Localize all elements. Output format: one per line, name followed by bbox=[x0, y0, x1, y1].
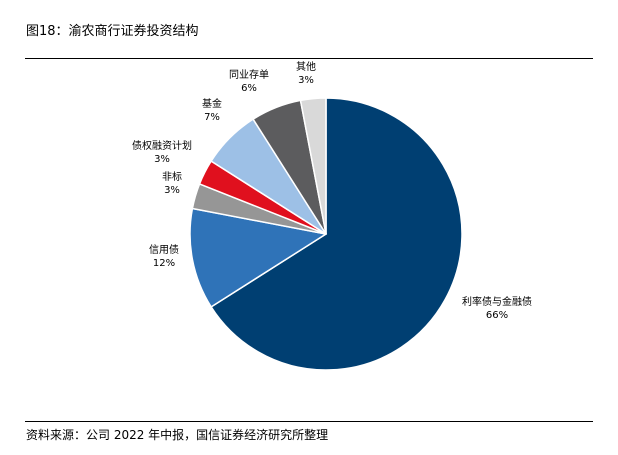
slice-value-label-3: 3% bbox=[164, 185, 180, 196]
slice-value-label-2: 12% bbox=[153, 258, 175, 269]
slice-label-2: 信用债 bbox=[149, 243, 179, 256]
slice-value-label-5: 7% bbox=[204, 112, 220, 123]
slice-label-6: 同业存单 bbox=[229, 68, 269, 81]
pie-slice-2 bbox=[189, 207, 327, 308]
source-divider bbox=[25, 421, 593, 422]
slice-label-4: 债权融资计划 bbox=[132, 139, 192, 152]
slice-labels: 利率债与金融债 66% 信用债 12% 非标 3% 债权融资计划 3% 基金 7% 同业存单 6% 其他… bbox=[132, 60, 532, 321]
slice-label-1: 利率债与金融债 bbox=[462, 295, 532, 308]
pie-slice-1 bbox=[210, 97, 463, 371]
slice-value-label-6: 6% bbox=[241, 83, 257, 94]
slice-value-label-7: 3% bbox=[298, 75, 314, 86]
slice-label-3: 非标 bbox=[162, 171, 182, 183]
figure-title: 图18：渝农商行证券投资结构 bbox=[26, 24, 199, 39]
title-divider bbox=[25, 58, 593, 59]
slice-value-label-4: 3% bbox=[154, 154, 170, 165]
slice-value-label-1: 66% bbox=[486, 310, 508, 321]
slice-label-7: 其他 bbox=[296, 60, 316, 73]
slice-label-5: 基金 bbox=[202, 97, 222, 110]
pie-slice-7 bbox=[299, 97, 327, 235]
source-note: 资料来源：公司 2022 年中报，国信证券经济研究所整理 bbox=[26, 428, 329, 442]
pie-slices bbox=[189, 97, 463, 371]
